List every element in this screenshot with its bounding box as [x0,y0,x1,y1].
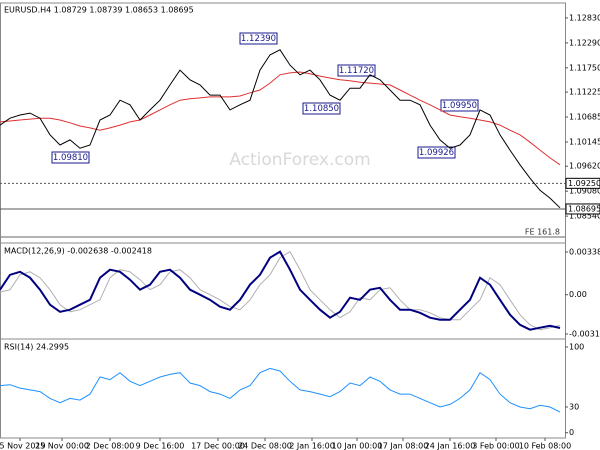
level-label: 1.08695 [568,204,600,213]
x-tick-label: 3 Feb 00:00 [472,442,519,450]
level-box [565,203,600,215]
annotation-text: 1.09926 [419,148,454,158]
annotation: 1.09810 [51,151,90,164]
x-tick-label: 17 Jan 08:00 [378,442,429,450]
rsi-title: RSI(14) 24.2995 [4,343,69,352]
y-tick-label: 0.003382 [569,248,600,257]
y-tick-label: 0 [569,428,574,437]
y-tick-label: 1.09080 [569,187,600,196]
x-tick-label: 2 Dec 08:00 [86,442,135,450]
level-box [565,177,600,189]
x-tick-label: 24 Dec 08:00 [238,442,292,450]
y-tick-label: 1.11225 [569,88,600,97]
x-tick-label: 24 Jan 16:00 [425,442,476,450]
y-tick-label: 1.10145 [569,137,600,146]
annotation-text: 1.12390 [241,34,276,44]
y-tick-label: 1.09620 [569,162,600,171]
level-label: 1.09250 [568,179,600,188]
fe-label: FE 161.8 [525,228,560,237]
y-tick-label: 30 [569,403,579,412]
annotation-text: 1.09810 [53,153,88,163]
annotation: 1.12390 [239,32,278,45]
x-tick-label: 17 Dec 00:00 [191,442,245,450]
y-tick-label: -0.003115 [569,330,600,339]
annotation-text: 1.10850 [304,104,339,114]
y-tick-label: 1.11750 [569,63,600,72]
x-tick-label: 10 Jan 00:00 [332,442,383,450]
annotation-text: 1.11720 [339,66,374,76]
macd-title: MACD(12,26,9) -0.002638 -0.002418 [4,247,152,256]
series-line [0,49,561,209]
x-tick-label: 10 Feb 08:00 [519,442,571,450]
annotation: 1.11720 [337,64,376,77]
annotation: 1.10850 [302,102,341,115]
x-tick-label: 2 Jan 16:00 [289,442,335,450]
series-line [0,71,561,166]
annotation-text: 1.09950 [442,101,477,111]
watermark: ActionForex.com [229,150,370,170]
annotation: 1.09950 [440,99,479,112]
y-tick-label: 1.12830 [569,13,600,22]
y-tick-label: 1.12290 [569,38,600,47]
series-line [0,367,561,413]
x-tick-label: 9 Dec 16:00 [136,442,185,450]
y-tick-label: 1.10685 [569,113,600,122]
x-tick-label: 25 Nov 00:00 [35,442,89,450]
pane-frame [0,338,566,439]
series-line [0,250,561,331]
annotation: 1.09926 [417,146,456,159]
y-tick-label: 100 [569,343,584,352]
y-tick-label: 0.00 [569,290,587,299]
series-line [0,251,561,331]
price-title: EURUSD.H4 1.08729 1.08739 1.08653 1.0869… [4,6,194,15]
y-tick-label: 1.08540 [569,212,600,221]
x-tick-label: 15 Nov 2019 [0,442,46,450]
